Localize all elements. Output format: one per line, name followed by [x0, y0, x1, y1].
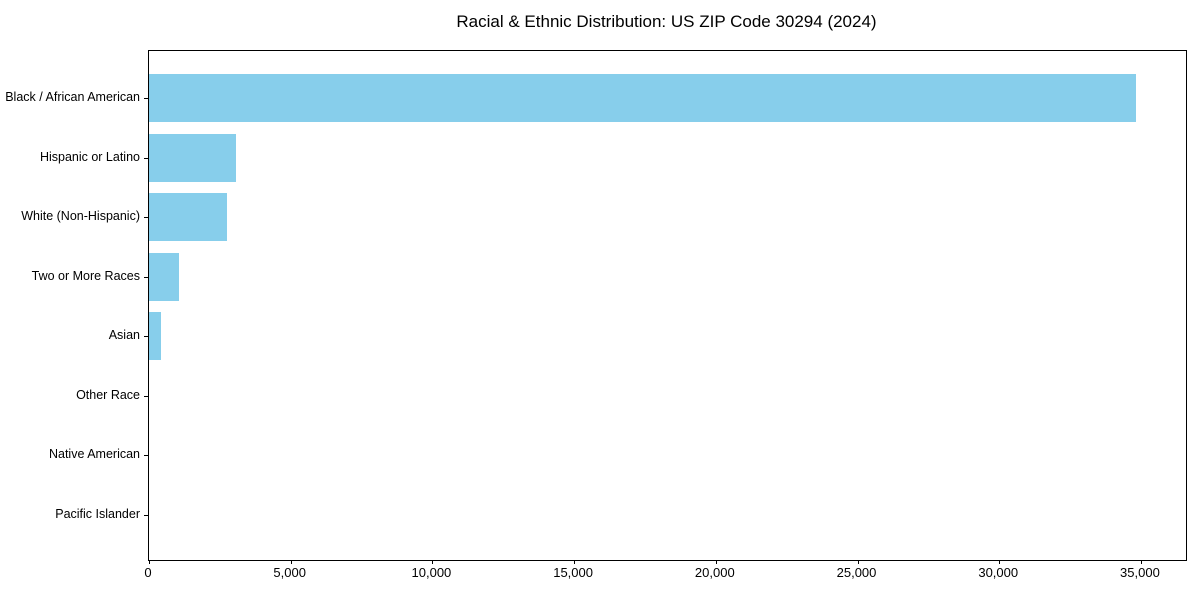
bar-two-or-more-races: [149, 252, 180, 301]
y-tick-black-african-american: [144, 98, 148, 99]
y-axis-labels: Black / African American Hispanic or Lati…: [0, 50, 148, 559]
x-tick-label-0: 0: [144, 565, 152, 580]
x-tick-15000: [574, 560, 576, 564]
x-tick-label-20000: 20,000: [694, 565, 735, 580]
x-tick-label-35000: 35,000: [1120, 565, 1160, 580]
y-tick-two-or-more-races: [144, 276, 148, 278]
bar-black-african-american: [149, 74, 1136, 122]
y-tick-native-american: [144, 455, 148, 457]
y-tick-asian: [144, 336, 148, 338]
y-tick-other-race: [144, 395, 148, 397]
x-tick-label-15000: 15,000: [553, 565, 593, 580]
y-label-white-non-hispanic: White (Non-Hispanic): [21, 209, 140, 224]
x-tick-label-10000: 10,000: [411, 565, 452, 580]
x-tick-0: [149, 560, 150, 564]
x-tick-30000: [999, 560, 1001, 564]
x-tick-35000: [1140, 560, 1142, 564]
y-label-asian: Asian: [108, 328, 140, 343]
x-tick-20000: [715, 560, 717, 564]
bar-hispanic-or-latino: [149, 133, 236, 182]
y-label-hispanic-or-latino: Hispanic or Latino: [39, 149, 140, 164]
y-label-two-or-more-races: Two or More Races: [31, 268, 140, 283]
x-tick-5000: [290, 560, 292, 564]
x-tick-10000: [432, 560, 434, 564]
plot-area: [144, 50, 1187, 564]
bar-asian: [149, 312, 161, 361]
y-tick-hispanic-or-latino: [144, 157, 148, 159]
bar-white-non-hispanic: [149, 193, 228, 242]
y-tick-white-non-hispanic: [144, 217, 148, 219]
y-tick-pacific-islander: [144, 515, 148, 516]
y-label-other-race: Other Race: [76, 387, 140, 402]
y-label-pacific-islander: Pacific Islander: [55, 507, 140, 521]
y-label-black-african-american: Black / African American: [5, 90, 140, 104]
x-tick-label-25000: 25,000: [836, 565, 877, 580]
chart-title: Racial & Ethnic Distribution: US ZIP Cod…: [456, 12, 877, 31]
x-tick-25000: [857, 560, 859, 564]
x-tick-label-5000: 5,000: [273, 565, 306, 580]
x-tick-label-30000: 30,000: [978, 565, 1019, 580]
y-label-native-american: Native American: [48, 447, 140, 462]
